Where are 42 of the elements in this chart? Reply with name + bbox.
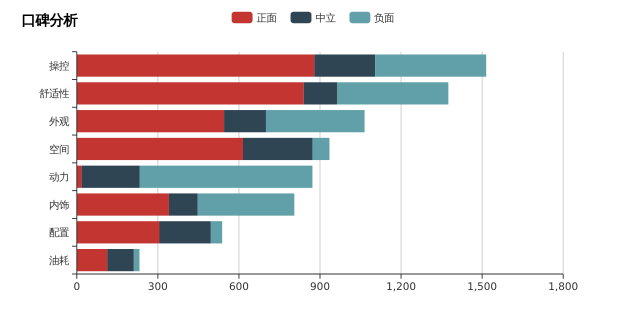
bar xyxy=(375,54,486,77)
y-tick-label: 外观 xyxy=(49,116,70,128)
bar xyxy=(304,82,338,104)
y-tick-label: 内饰 xyxy=(49,199,70,212)
bar xyxy=(266,110,365,132)
bar xyxy=(168,193,198,216)
bar xyxy=(242,138,312,160)
bar xyxy=(224,110,266,132)
x-tick-label: 0 xyxy=(73,281,80,294)
x-tick-label: 900 xyxy=(310,281,330,294)
y-tick-label: 空间 xyxy=(49,144,70,156)
bar xyxy=(76,110,224,132)
legend-label: 负面 xyxy=(374,12,394,24)
bar xyxy=(198,193,294,216)
x-tick-label: 1,500 xyxy=(467,281,498,294)
bar xyxy=(139,166,312,188)
y-tick-label: 操控 xyxy=(49,60,70,72)
bar xyxy=(76,82,304,104)
bar xyxy=(337,82,448,104)
legend-label: 正面 xyxy=(256,12,276,24)
y-tick-label: 油耗 xyxy=(49,254,70,267)
bar xyxy=(314,54,376,77)
x-tick-label: 600 xyxy=(228,281,249,294)
legend-label: 中立 xyxy=(315,12,336,24)
bar xyxy=(76,248,108,272)
x-tick-label: 1,800 xyxy=(548,281,578,294)
chart-title: 口碑分析 xyxy=(22,13,78,30)
y-tick-label: 舒适性 xyxy=(39,88,70,100)
bar xyxy=(76,221,160,244)
y-tick-label: 配置 xyxy=(49,227,70,240)
bar xyxy=(76,138,243,160)
bar xyxy=(134,248,140,272)
bar xyxy=(159,221,211,244)
bar xyxy=(76,193,169,216)
bar xyxy=(76,54,314,77)
x-tick-label: 300 xyxy=(148,281,168,294)
bar xyxy=(82,166,140,188)
y-tick-label: 动力 xyxy=(49,172,70,184)
x-tick-label: 1,200 xyxy=(386,281,416,294)
bar xyxy=(107,248,134,272)
bar xyxy=(312,138,330,160)
bar xyxy=(210,221,222,244)
